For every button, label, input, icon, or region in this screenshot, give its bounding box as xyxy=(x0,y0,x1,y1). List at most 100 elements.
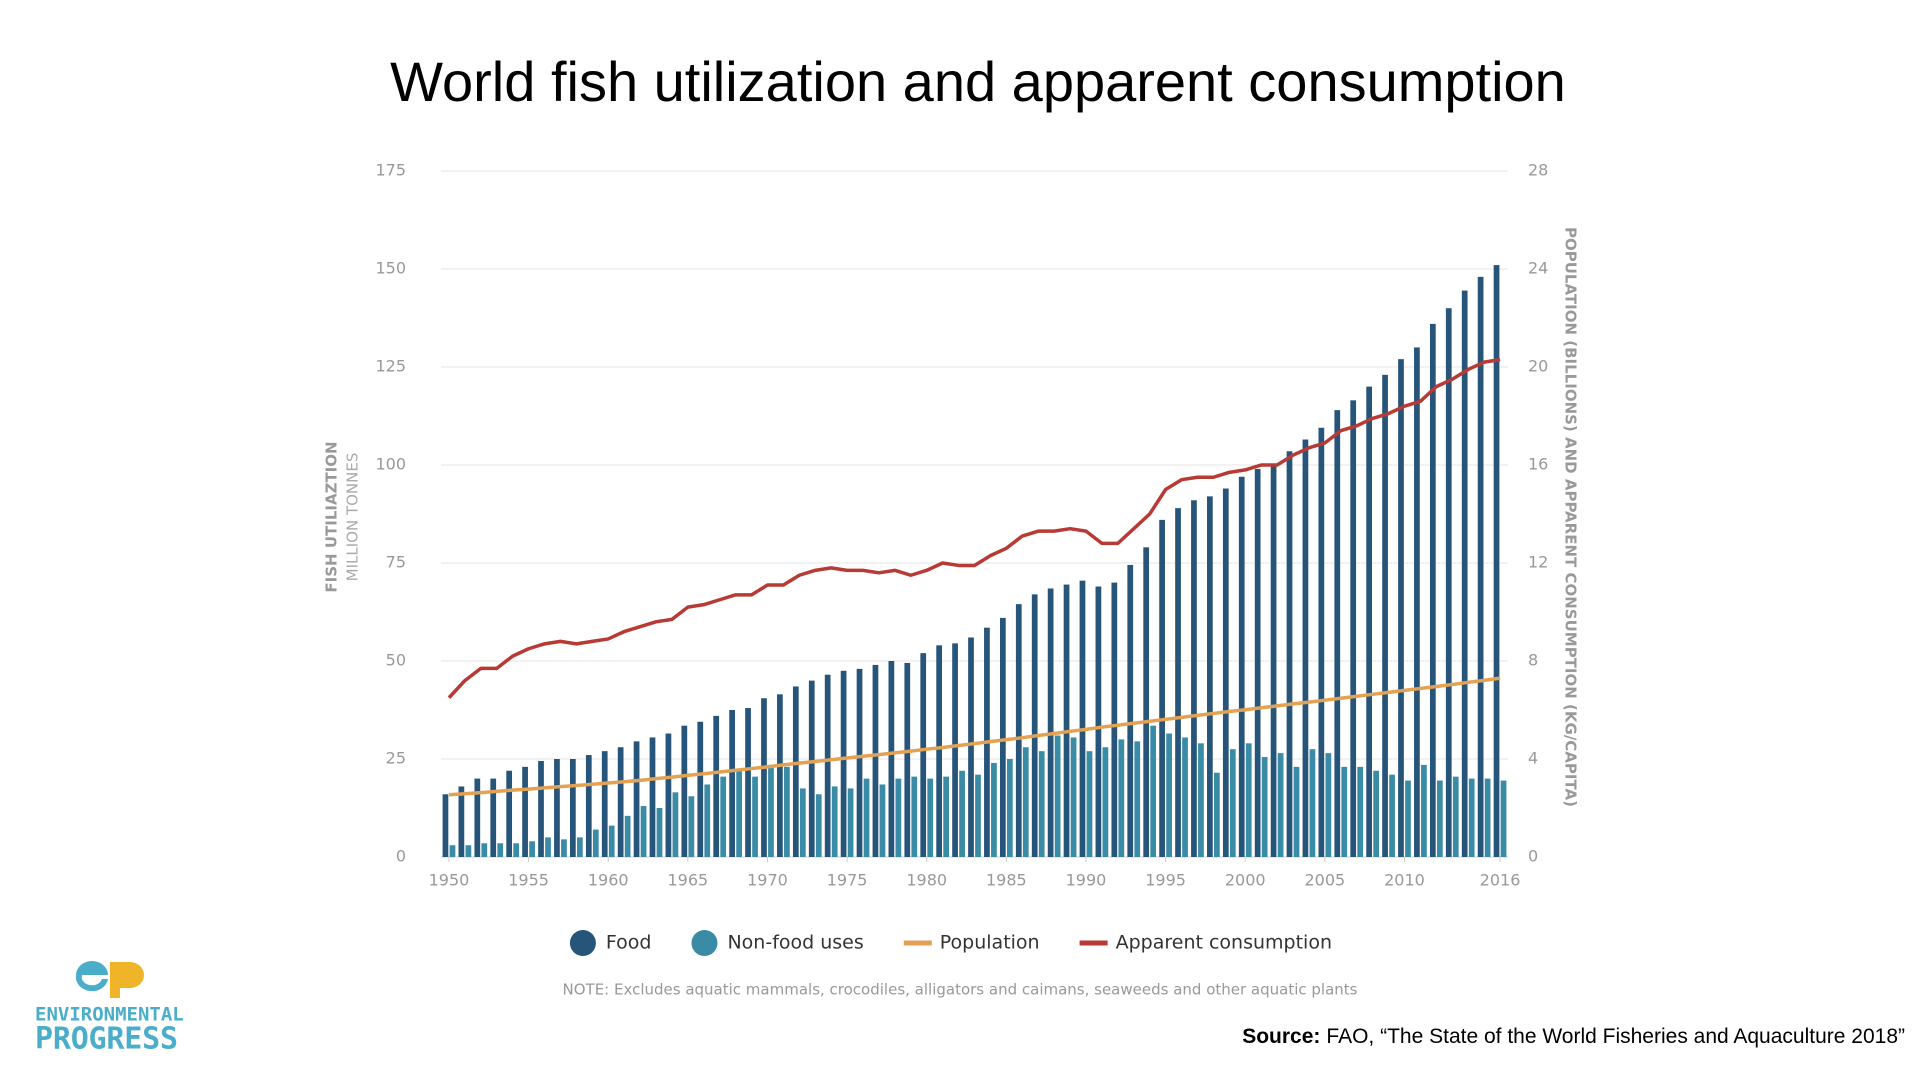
bar xyxy=(1382,374,1388,857)
bar xyxy=(569,759,576,857)
bar xyxy=(792,686,799,857)
bar xyxy=(888,661,895,857)
bar xyxy=(1015,604,1022,857)
line xyxy=(447,357,1501,699)
bar xyxy=(895,778,902,857)
logo-e xyxy=(75,961,108,992)
y2-tick-label: 12 xyxy=(1528,553,1548,572)
bar xyxy=(761,698,767,857)
bar xyxy=(968,637,974,857)
bar xyxy=(617,747,624,857)
bar xyxy=(688,796,695,857)
bar xyxy=(936,645,943,857)
legend-label: Population xyxy=(940,932,1040,954)
bar xyxy=(1198,743,1204,857)
bar xyxy=(1214,772,1220,857)
chart-title: World fish utilization and apparent cons… xyxy=(390,50,1566,113)
legend-swatch xyxy=(903,940,932,946)
bar xyxy=(1302,439,1309,857)
y-tick-label: 50 xyxy=(386,651,406,670)
bar xyxy=(1079,580,1086,857)
bar xyxy=(720,776,727,857)
logo-line2: PROGRESS xyxy=(35,1022,178,1057)
bar xyxy=(624,815,631,857)
bar xyxy=(999,617,1006,857)
bar xyxy=(1357,766,1364,857)
bar xyxy=(1175,508,1181,857)
bar xyxy=(1421,764,1427,857)
bar xyxy=(1373,770,1380,857)
bar xyxy=(442,794,449,857)
bar xyxy=(824,674,831,857)
bar xyxy=(1111,582,1118,857)
legend-swatch xyxy=(691,930,718,956)
bar xyxy=(1127,564,1134,857)
bar xyxy=(585,755,592,857)
source: Source: FAO, “The State of the World Fish… xyxy=(1242,1025,1905,1048)
y2-tick-label: 4 xyxy=(1528,749,1538,768)
bar xyxy=(752,776,758,857)
bar xyxy=(649,737,656,857)
y-tick-label: 25 xyxy=(386,749,406,768)
legend-item: Population xyxy=(903,932,1040,954)
bar xyxy=(1229,749,1236,857)
bar xyxy=(856,668,863,857)
bar xyxy=(1270,465,1277,857)
bar xyxy=(1286,451,1293,857)
bar xyxy=(831,786,838,857)
bar xyxy=(490,778,497,857)
y2-tick-label: 20 xyxy=(1528,357,1548,376)
bar xyxy=(768,764,774,857)
bar xyxy=(1006,759,1013,857)
bar xyxy=(920,653,927,857)
bar xyxy=(799,788,806,857)
bar xyxy=(1414,347,1420,857)
bar xyxy=(1398,359,1404,857)
bar xyxy=(1429,323,1436,857)
y-tick-label: 150 xyxy=(375,259,406,278)
bar xyxy=(736,770,742,857)
bar xyxy=(1452,776,1459,857)
bar xyxy=(1191,500,1197,857)
bar xyxy=(1309,749,1316,857)
legend-swatch xyxy=(569,930,596,956)
bar xyxy=(872,664,879,857)
source-label: Source: xyxy=(1242,1025,1320,1048)
bar xyxy=(745,708,751,857)
bar xyxy=(1436,780,1443,857)
bar xyxy=(1159,519,1165,857)
x-tick-label: 1995 xyxy=(1145,871,1186,890)
bar xyxy=(1405,780,1411,857)
x-tick-label: 1980 xyxy=(906,871,947,890)
bar xyxy=(784,766,790,857)
bar xyxy=(1150,725,1157,857)
bar xyxy=(808,680,815,857)
bar xyxy=(1038,751,1045,857)
bar xyxy=(640,806,647,857)
bar xyxy=(927,778,934,857)
y-tick-label: 125 xyxy=(375,357,406,376)
bar xyxy=(561,839,567,857)
bar xyxy=(713,715,720,857)
bar xyxy=(1261,757,1268,857)
x-tick-label: 1970 xyxy=(747,871,788,890)
bar xyxy=(601,751,608,857)
y2-tick-label: 28 xyxy=(1528,161,1548,180)
bar xyxy=(608,825,615,857)
y-tick-label: 175 xyxy=(375,161,406,180)
bar xyxy=(1086,751,1093,857)
bar xyxy=(1445,308,1452,857)
x-tick-label: 1975 xyxy=(827,871,868,890)
y2-axis-label: POPULATION (BILLIONS) AND APPARENT CONSU… xyxy=(1562,227,1580,807)
legend-item: Food xyxy=(569,930,651,956)
bar xyxy=(656,808,663,857)
bar xyxy=(840,670,847,857)
bar xyxy=(815,794,822,857)
bar xyxy=(1238,476,1245,857)
bar xyxy=(1389,774,1395,857)
x-tick-label: 1990 xyxy=(1066,871,1107,890)
bar xyxy=(1477,276,1484,858)
bar xyxy=(513,843,520,857)
legend-item: Apparent consumption xyxy=(1079,932,1332,954)
